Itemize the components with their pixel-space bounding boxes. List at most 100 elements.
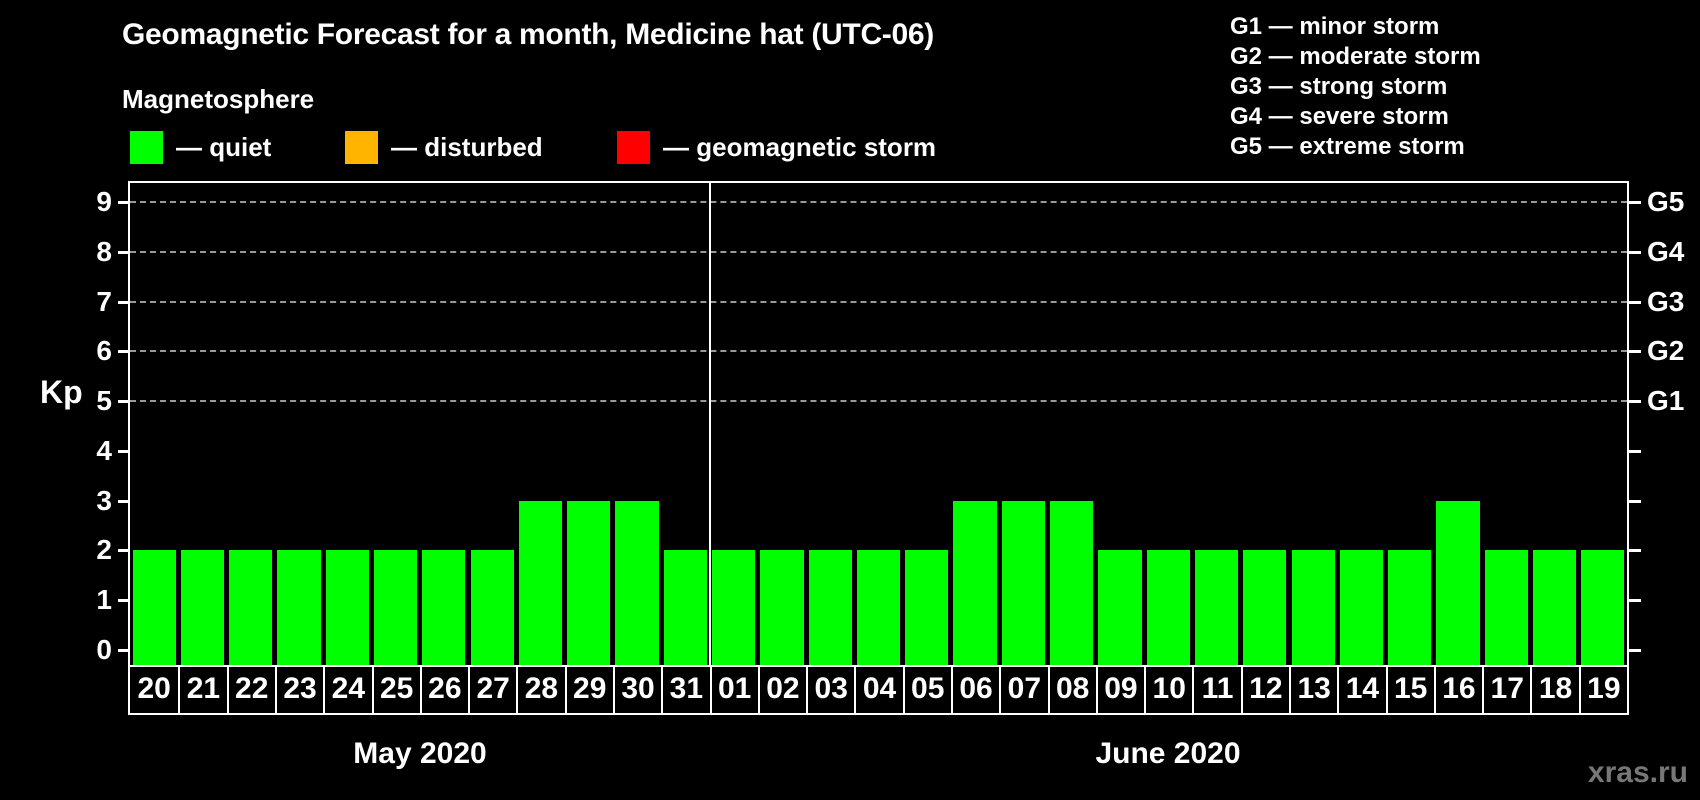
bar-june-16 bbox=[1436, 500, 1480, 665]
y-tick-label-3: 3 bbox=[96, 484, 112, 516]
y-tick-label-0: 0 bbox=[96, 634, 112, 665]
day-cell-june-05: 05 bbox=[902, 667, 951, 713]
day-cell-june-11: 11 bbox=[1192, 667, 1240, 713]
legend-label-quiet: — quiet bbox=[176, 132, 272, 162]
bar-june-18 bbox=[1532, 550, 1577, 665]
day-cell-june-08: 08 bbox=[1047, 667, 1096, 713]
month-separator-line bbox=[708, 183, 711, 665]
storm-color-swatch bbox=[617, 131, 650, 164]
gridline-kp6 bbox=[130, 350, 1627, 353]
day-cell-may-27: 27 bbox=[468, 667, 516, 713]
day-cell-june-01: 01 bbox=[709, 667, 758, 713]
g-scale-legend: G1 — minor storm G2 — moderate storm G3 … bbox=[1230, 12, 1481, 162]
bar-may-27 bbox=[470, 550, 514, 665]
bar-may-28 bbox=[518, 500, 563, 665]
y-tick-right-0 bbox=[1629, 649, 1641, 652]
bar-june-11 bbox=[1194, 550, 1239, 665]
day-cell-may-29: 29 bbox=[564, 667, 613, 713]
day-cell-may-30: 30 bbox=[612, 667, 661, 713]
bar-june-09 bbox=[1098, 550, 1142, 665]
g-scale-legend-line-g2: G2 — moderate storm bbox=[1230, 43, 1481, 70]
day-cell-june-12: 12 bbox=[1240, 667, 1289, 713]
bar-june-01 bbox=[712, 550, 756, 665]
y-tick-right-3 bbox=[1629, 499, 1641, 503]
y-tick-label-4: 4 bbox=[96, 434, 112, 466]
y-tick-label-6: 6 bbox=[96, 335, 112, 367]
bar-june-07 bbox=[1001, 500, 1045, 665]
gridline-kp7 bbox=[130, 300, 1627, 303]
right-axis-label-g4: G4 bbox=[1647, 235, 1685, 267]
day-cell-june-06: 06 bbox=[950, 667, 999, 713]
day-cell-june-13: 13 bbox=[1289, 667, 1337, 713]
bar-june-19 bbox=[1581, 550, 1625, 665]
y-tick-left-8 bbox=[118, 250, 128, 254]
right-axis-label-g5: G5 bbox=[1647, 185, 1685, 217]
magnetosphere-legend-heading: Magnetosphere bbox=[122, 84, 315, 114]
bar-june-17 bbox=[1484, 550, 1528, 665]
bar-may-21 bbox=[180, 550, 225, 665]
x-axis-day-band: 20 21 22 23 24 25 26 27 28 29 30 31 01 02 03 04 05 06 07 08… bbox=[128, 667, 1629, 715]
g-scale-legend-line-g1: G1 — minor storm bbox=[1230, 13, 1440, 40]
y-tick-left-3 bbox=[118, 499, 128, 503]
y-tick-left-1 bbox=[118, 599, 128, 603]
bar-june-13 bbox=[1291, 550, 1335, 665]
y-tick-label-7: 7 bbox=[96, 285, 112, 317]
bar-may-31 bbox=[663, 550, 707, 665]
legend-label-disturbed: — disturbed bbox=[391, 132, 543, 162]
y-tick-right-6 bbox=[1629, 350, 1641, 354]
bar-may-26 bbox=[422, 550, 466, 665]
bar-june-12 bbox=[1243, 550, 1287, 665]
y-tick-right-9 bbox=[1629, 200, 1641, 204]
day-cell-june-09: 09 bbox=[1095, 667, 1144, 713]
bar-may-30 bbox=[615, 500, 659, 665]
disturbed-color-swatch bbox=[345, 131, 378, 164]
bar-june-04 bbox=[856, 550, 901, 665]
y-tick-left-5 bbox=[118, 400, 128, 404]
gridline-kp8 bbox=[130, 250, 1627, 253]
bar-june-02 bbox=[760, 550, 804, 665]
right-axis-label-g2: G2 bbox=[1647, 335, 1685, 367]
chart-title: Geomagnetic Forecast for a month, Medici… bbox=[122, 18, 934, 51]
legend-label-geomagnetic-storm: — geomagnetic storm bbox=[663, 132, 937, 162]
g-scale-legend-line-g3: G3 — strong storm bbox=[1230, 73, 1448, 100]
y-tick-left-4 bbox=[118, 449, 128, 453]
day-cell-june-14: 14 bbox=[1337, 667, 1385, 713]
y-tick-right-5 bbox=[1629, 400, 1641, 404]
bar-june-15 bbox=[1388, 550, 1432, 665]
day-cell-june-03: 03 bbox=[806, 667, 854, 713]
y-axis-label: Kp bbox=[40, 374, 83, 410]
bar-june-05 bbox=[905, 550, 949, 665]
y-tick-label-5: 5 bbox=[96, 385, 112, 417]
y-tick-right-1 bbox=[1629, 599, 1641, 603]
day-cell-may-20: 20 bbox=[137, 672, 171, 705]
day-cell-june-17: 17 bbox=[1482, 667, 1530, 713]
day-cell-june-07: 07 bbox=[999, 667, 1047, 713]
g-scale-legend-line-g4: G4 — severe storm bbox=[1230, 103, 1449, 130]
day-cell-may-23: 23 bbox=[274, 667, 323, 713]
day-cell-may-22: 22 bbox=[226, 667, 275, 713]
y-tick-left-6 bbox=[118, 350, 128, 354]
right-axis-label-g1: G1 bbox=[1647, 385, 1685, 417]
bar-may-29 bbox=[567, 500, 611, 665]
legend-item-quiet: — quiet bbox=[130, 131, 271, 164]
g-scale-legend-line-g5: G5 — extreme storm bbox=[1230, 133, 1465, 160]
y-tick-right-7 bbox=[1629, 300, 1641, 304]
bar-june-06 bbox=[953, 500, 997, 665]
day-cell-june-15: 15 bbox=[1385, 667, 1434, 713]
bar-june-03 bbox=[808, 550, 852, 665]
day-cell-june-04: 04 bbox=[854, 667, 902, 713]
day-cell-may-28: 28 bbox=[516, 667, 564, 713]
y-tick-label-1: 1 bbox=[96, 584, 112, 616]
y-tick-label-8: 8 bbox=[96, 235, 112, 267]
bar-may-22 bbox=[229, 550, 273, 665]
plot-area bbox=[128, 181, 1629, 667]
day-cell-june-19: 19 bbox=[1578, 667, 1627, 713]
legend-item-geomagnetic-storm: — geomagnetic storm bbox=[617, 131, 936, 164]
gridline-kp5 bbox=[130, 400, 1627, 403]
day-cell-may-26: 26 bbox=[419, 667, 468, 713]
legend-item-disturbed: — disturbed bbox=[345, 131, 543, 164]
y-tick-left-7 bbox=[118, 300, 128, 304]
gridline-kp9 bbox=[130, 200, 1627, 203]
day-cell-may-21: 21 bbox=[178, 667, 226, 713]
